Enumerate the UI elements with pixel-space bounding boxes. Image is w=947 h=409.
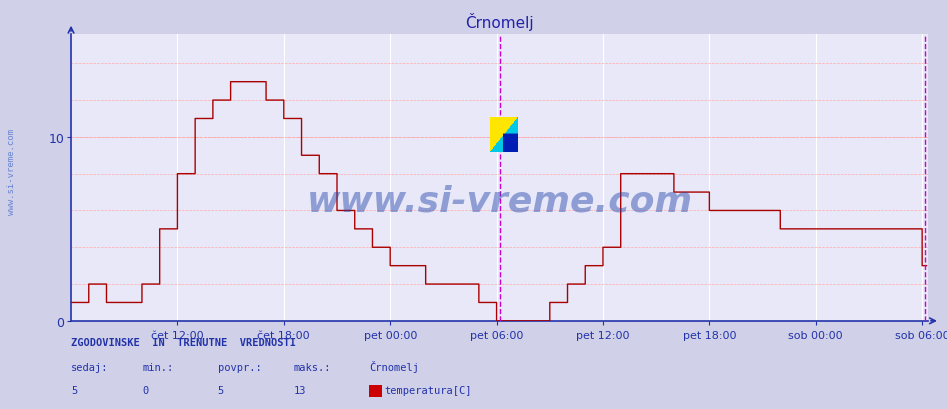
Text: 13: 13 [294,385,306,396]
Text: 5: 5 [218,385,224,396]
Text: Črnomelj: Črnomelj [369,360,420,372]
Text: ZGODOVINSKE  IN  TRENUTNE  VREDNOSTI: ZGODOVINSKE IN TRENUTNE VREDNOSTI [71,337,296,348]
Text: 5: 5 [71,385,78,396]
Text: temperatura[C]: temperatura[C] [384,385,472,396]
Title: Črnomelj: Črnomelj [465,13,534,31]
Text: www.si-vreme.com: www.si-vreme.com [7,129,16,215]
Text: sedaj:: sedaj: [71,362,109,372]
Text: maks.:: maks.: [294,362,331,372]
Text: min.:: min.: [142,362,173,372]
Text: www.si-vreme.com: www.si-vreme.com [307,184,692,218]
Text: 0: 0 [142,385,149,396]
Text: povpr.:: povpr.: [218,362,261,372]
